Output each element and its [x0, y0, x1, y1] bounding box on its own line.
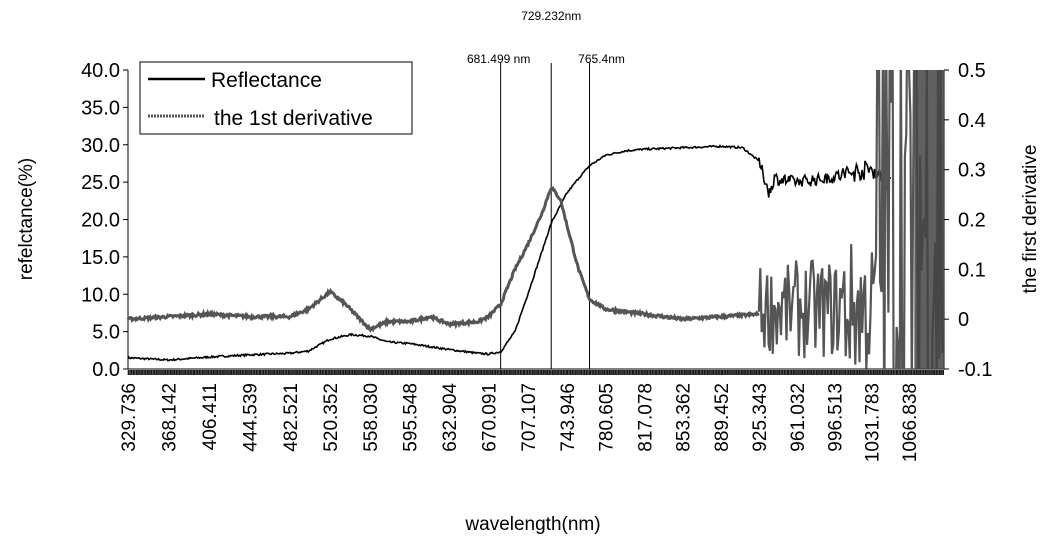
reference-line-label: 729.232nm — [521, 9, 581, 23]
y-left-tick-label: 40.0 — [81, 60, 120, 82]
x-tick-label: 329.736 — [119, 383, 140, 452]
y-right-tick-label: 0.2 — [958, 210, 986, 232]
x-tick-label: 406.411 — [200, 383, 221, 450]
y-left-tick-label: 10.0 — [81, 284, 120, 306]
y-left-tick-label: 30.0 — [81, 135, 120, 157]
y-axis-title-left: refelctance(%) — [16, 158, 37, 281]
reference-lines: 681.499 nm 729.232nm 765.4nm — [467, 9, 625, 369]
x-tick-label: 632.904 — [440, 383, 461, 452]
y-right-tick-label: -0.1 — [958, 359, 992, 381]
x-tick-label: 368.142 — [160, 383, 181, 452]
axes: 0.0 5.0 10.0 15.0 20.0 25.0 30.0 35.0 40.0 -0.1 0 0… — [81, 60, 992, 462]
x-tick-label: 1066.838 — [900, 383, 921, 462]
series-reflectance-line — [127, 144, 892, 362]
y-left-tick-label: 35.0 — [81, 97, 120, 119]
y-right-tick-label: 0.1 — [958, 259, 986, 281]
x-tick-label: 558.030 — [361, 383, 382, 452]
y-left-tick-label: 20.0 — [81, 210, 120, 232]
series-group — [126, 70, 944, 369]
x-tick-label: 853.362 — [674, 383, 695, 452]
x-tick-label: 1031.783 — [863, 383, 884, 462]
x-tick-label: 444.539 — [241, 383, 262, 452]
x-tick-label: 961.032 — [788, 383, 809, 452]
legend-box — [139, 61, 413, 135]
series-derivative-line — [126, 185, 760, 333]
x-tick-label: 889.452 — [712, 383, 733, 452]
series-derivative-noise — [757, 70, 944, 369]
x-minor-tick-band — [127, 370, 944, 375]
y-right-tick-label: 0.5 — [958, 60, 986, 82]
y-left-tick-label: 5.0 — [92, 322, 120, 344]
x-tick-label: 817.078 — [635, 383, 656, 452]
reference-line-label: 681.499 nm — [467, 52, 530, 66]
x-tick-label: 520.352 — [321, 383, 342, 452]
y-right-tick-label: 0 — [958, 309, 969, 331]
y-right-tick-label: 0.4 — [958, 110, 986, 132]
legend-label-derivative: the 1st derivative — [214, 107, 373, 130]
x-tick-label: 482.521 — [281, 383, 302, 452]
x-tick-label: 707.107 — [519, 383, 540, 452]
x-tick-label: 996.513 — [825, 383, 846, 452]
y-left-tick-label: 25.0 — [81, 172, 120, 194]
series-derivative-saturated-band — [914, 70, 944, 369]
x-tick-label: 780.605 — [597, 383, 618, 452]
x-tick-label: 925.343 — [750, 383, 771, 452]
x-axis-title: wavelength(nm) — [464, 514, 600, 535]
legend: Reflectance the 1st derivative — [139, 61, 413, 135]
y-right-tick-label: 0.3 — [958, 160, 986, 182]
x-tick-label: 670.091 — [480, 383, 501, 452]
legend-label-reflectance: Reflectance — [211, 69, 322, 92]
y-axis-title-right: the first derivative — [1020, 145, 1041, 294]
reference-line-label: 765.4nm — [578, 52, 625, 66]
axis-titles: wavelength(nm) refelctance(%) the first … — [16, 145, 1041, 535]
x-tick-label: 595.548 — [401, 383, 422, 452]
x-tick-label: 743.946 — [558, 383, 579, 452]
y-left-tick-label: 15.0 — [81, 247, 120, 269]
y-left-tick-label: 0.0 — [92, 359, 120, 381]
